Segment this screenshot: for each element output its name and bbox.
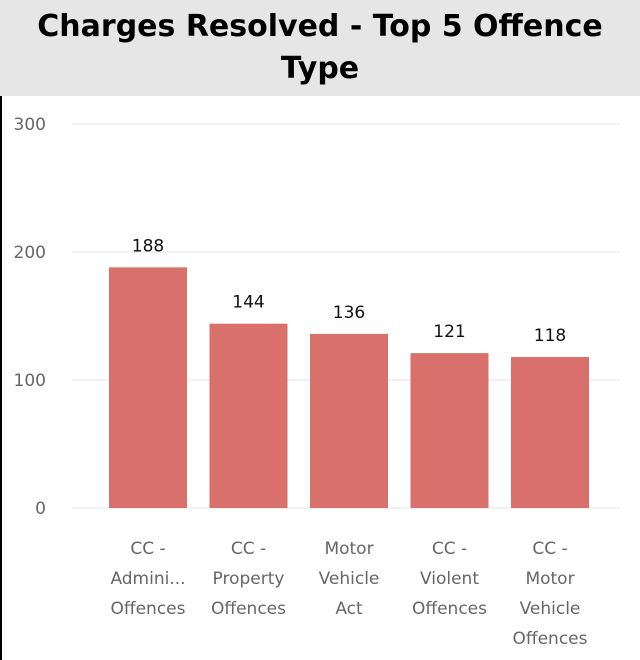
x-tick-label-1: CC - Admini... Offences [110,539,185,619]
bar-3[interactable] [310,333,388,508]
bar-5[interactable] [511,356,589,508]
x-tick-label-2-line-2: Property [213,569,285,589]
data-label-4: 121 [433,322,465,342]
x-tick-label-4-line-2: Violent [420,569,479,589]
x-tick-label-1-line-1: CC - [130,539,165,559]
x-tick-label-3-line-1: Motor [324,539,373,559]
bar-2[interactable] [209,323,288,508]
bar-4[interactable] [410,353,489,508]
x-tick-label-5-line-2: Motor [525,569,574,589]
x-tick-label-1-line-3: Offences [111,599,186,619]
x-tick-label-3-line-2: Vehicle [319,569,380,589]
x-tick-label-5-line-1: CC - [532,539,567,559]
x-tick-label-5-line-3: Vehicle [520,599,581,619]
y-tick-label-200: 200 [14,243,46,263]
data-label-2: 144 [232,293,264,313]
x-tick-label-2: CC - Property Offences [211,539,286,619]
x-tick-label-4-line-3: Offences [412,599,487,619]
x-tick-label-4: CC - Violent Offences [412,539,487,619]
y-tick-label-100: 100 [14,371,46,391]
x-tick-label-3-line-3: Act [335,599,363,619]
x-tick-label-4-line-1: CC - [432,539,467,559]
data-label-3: 136 [333,303,365,323]
x-tick-label-1-line-2: Admini... [110,569,185,589]
data-label-5: 118 [534,326,566,346]
x-tick-label-5: CC - Motor Vehicle Offences [513,539,588,649]
x-tick-label-2-line-3: Offences [211,599,286,619]
chart-title: Charges Resolved - Top 5 Offence Type [37,9,603,86]
x-tick-label-2-line-1: CC - [231,539,266,559]
y-tick-label-0: 0 [35,499,46,519]
y-tick-label-300: 300 [14,115,46,135]
x-tick-label-5-line-4: Offences [513,629,588,649]
data-label-1: 188 [132,236,164,256]
title-bar: Charges Resolved - Top 5 Offence Type [0,0,640,96]
card-left-border [0,96,2,660]
bar-1[interactable] [109,267,187,508]
x-tick-label-3: Motor Vehicle Act [319,539,380,619]
